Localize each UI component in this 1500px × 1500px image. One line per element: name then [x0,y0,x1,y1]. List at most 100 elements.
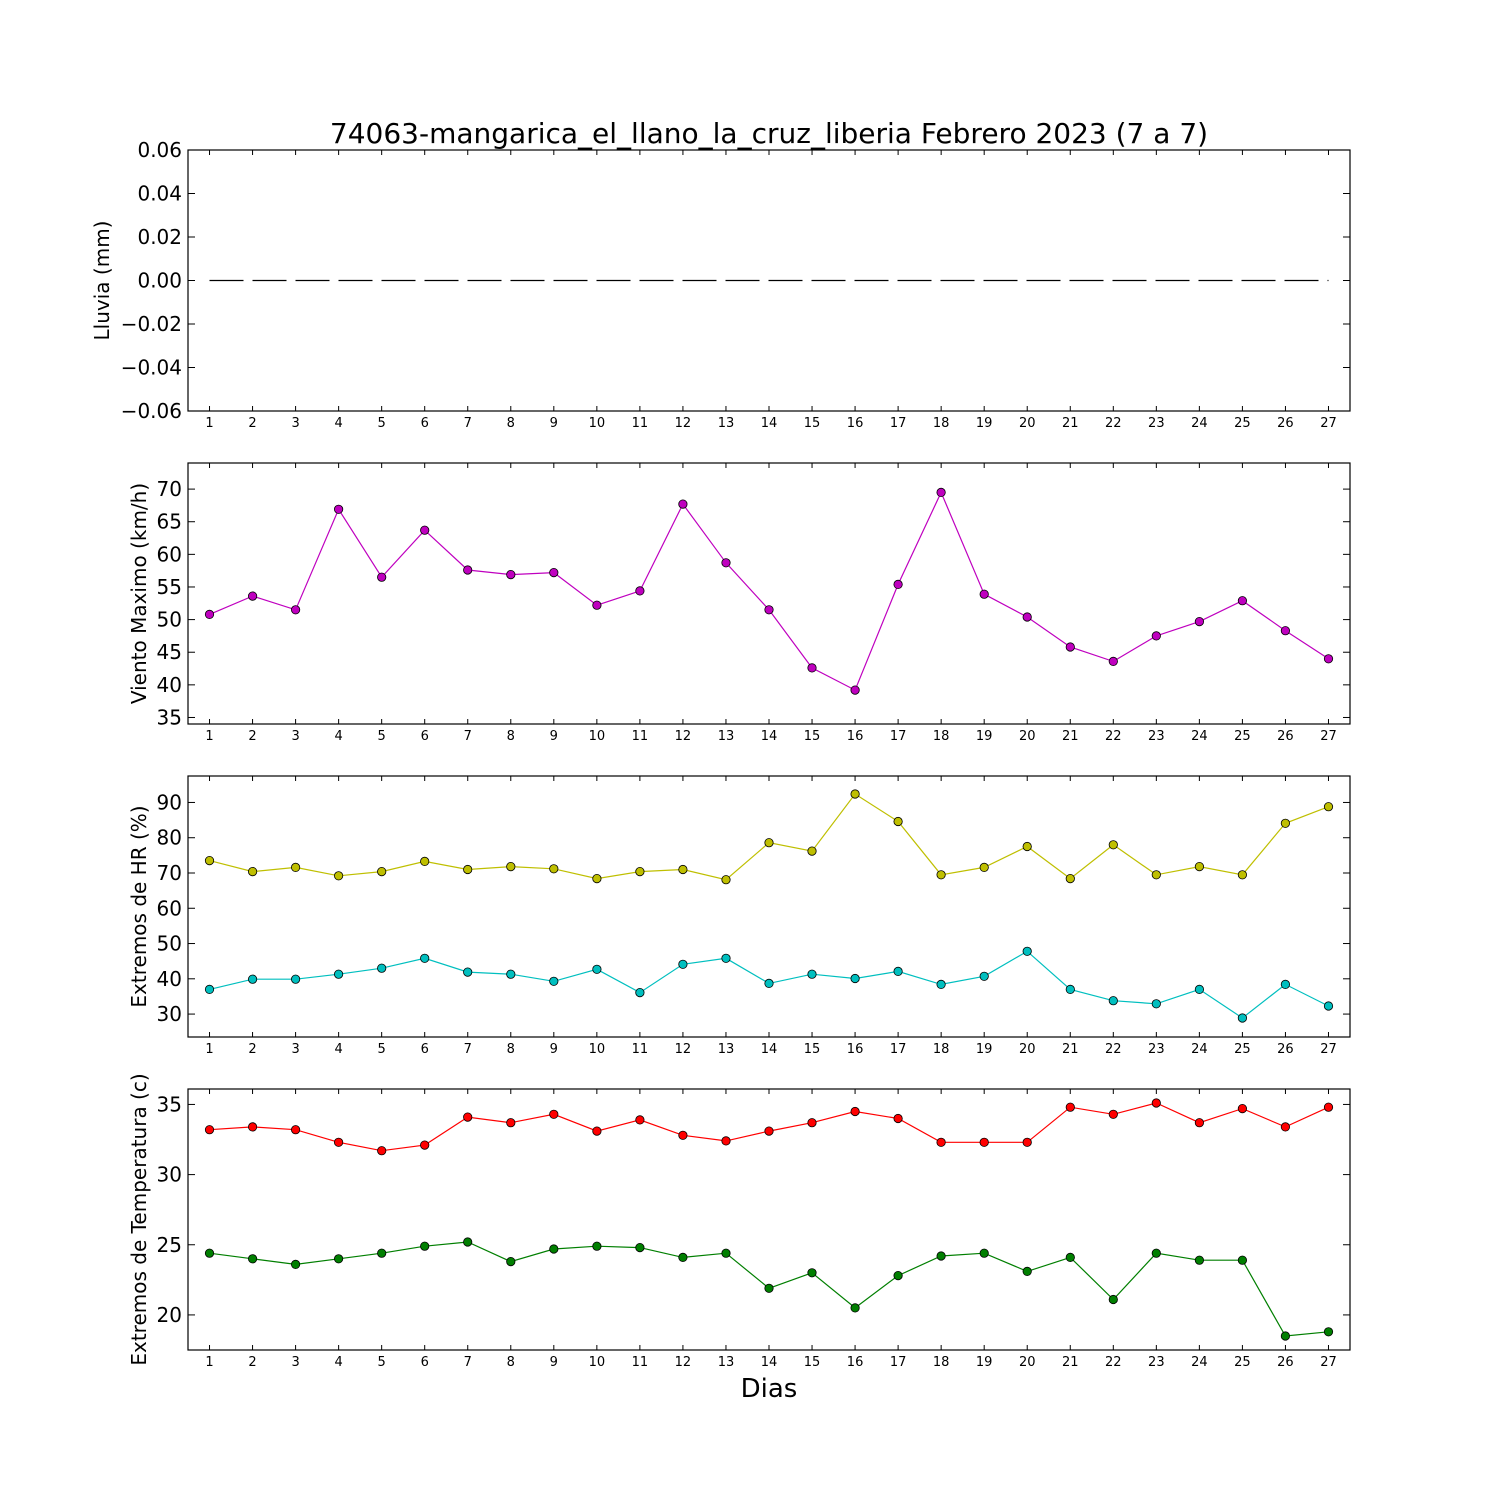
x-tick-label: 5 [378,416,386,431]
y-tick-label: −0.04 [121,356,182,380]
x-tick-label: 25 [1234,416,1251,431]
data-point [333,969,344,979]
y-tick-label: 35 [157,705,182,729]
data-point [850,789,860,799]
data-point [1237,1255,1248,1265]
data-point [721,1248,731,1258]
x-tick-label: 8 [507,416,515,431]
data-point [204,1248,215,1258]
x-tick-label: 2 [248,1355,256,1370]
x-tick-label: 12 [675,416,692,431]
data-point [807,663,817,673]
x-tick-label: 20 [1019,416,1036,431]
x-tick-label: 26 [1277,1355,1294,1370]
x-tick-label: 10 [589,1042,606,1057]
y-tick-label: 50 [157,932,182,956]
data-point [377,572,387,582]
data-point [1151,870,1161,880]
x-tick-label: 1 [205,1042,213,1057]
x-tick-label: 21 [1062,1042,1079,1057]
data-point [1065,873,1075,884]
x-tick-label: 10 [589,729,606,744]
x-tick-label: 1 [205,416,213,431]
data-point [893,1113,903,1124]
x-tick-label: 17 [890,416,907,431]
x-tick-label: 15 [804,416,821,431]
data-point [549,567,559,578]
data-point [936,979,946,990]
x-tick-label: 17 [890,1355,907,1370]
data-point [1194,984,1205,995]
data-point [979,862,989,873]
y-tick-label: 60 [157,896,182,920]
x-tick-label: 15 [804,1355,821,1370]
x-tick-label: 14 [761,1355,778,1370]
x-tick-label: 24 [1191,1355,1208,1370]
data-point [764,1283,774,1293]
y-tick-label: 30 [157,1002,182,1026]
data-point [377,963,387,973]
y-tick-label: 90 [157,790,182,814]
data-point [463,967,473,977]
x-tick-label: 23 [1148,416,1165,431]
y-tick-label: 50 [157,608,182,632]
data-point [1022,612,1032,622]
data-point [678,499,688,509]
data-point [1280,1122,1291,1132]
data-point [1108,1109,1118,1119]
x-tick-label: 20 [1019,729,1036,744]
data-point [1194,616,1205,627]
data-point [204,984,215,995]
x-tick-label: 4 [334,729,342,744]
data-point [333,504,344,514]
x-tick-label: 20 [1019,1355,1036,1370]
data-point [979,1137,989,1147]
data-point [290,974,301,984]
x-tick-label: 12 [675,729,692,744]
y-tick-label: 0.04 [137,182,182,206]
data-point [807,846,817,856]
x-tick-label: 25 [1234,1355,1251,1370]
data-point [290,862,301,873]
x-tick-label: 5 [378,1042,386,1057]
data-point [635,866,645,877]
x-tick-label: 19 [976,1355,993,1370]
data-point [1022,1137,1032,1147]
data-point [936,487,946,497]
data-point [936,1251,946,1261]
x-tick-label: 27 [1320,1355,1337,1370]
x-tick-label: 14 [761,729,778,744]
data-point [764,978,774,989]
data-point [333,871,344,881]
x-tick-label: 15 [804,1042,821,1057]
x-tick-label: 1 [205,1355,213,1370]
x-tick-label: 26 [1277,729,1294,744]
data-point [678,1130,688,1140]
data-point [377,1146,387,1156]
data-point [506,1257,516,1267]
data-point [1323,802,1334,812]
y-tick-label: 40 [157,967,182,991]
data-point [850,1303,860,1313]
chart-title: 74063-mangarica_el_llano_la_cruz_liberia… [330,117,1208,150]
data-point [204,855,215,866]
data-point [764,838,774,848]
data-point [248,1122,258,1132]
x-tick-label: 15 [804,729,821,744]
x-tick-label: 21 [1062,729,1079,744]
x-tick-label: 13 [718,416,735,431]
data-point [1022,946,1032,956]
y-tick-label: −0.02 [121,312,182,336]
x-tick-label: 9 [550,729,558,744]
x-tick-label: 11 [632,729,649,744]
y-axis-label-viento: Viento Maximo (km/h) [127,483,151,704]
data-point [807,1118,817,1128]
x-tick-label: 5 [378,1355,386,1370]
panel-lluvia: 1 2 3 4 5 6 7 8 9 10 11 12 13 14 15 16 17 18 19 20 21 22 23 24 2… [90,138,1351,431]
data-point [678,1252,688,1263]
data-point [1108,996,1118,1006]
y-tick-label: 60 [157,542,182,566]
x-tick-label: 12 [675,1042,692,1057]
data-point [506,861,516,872]
